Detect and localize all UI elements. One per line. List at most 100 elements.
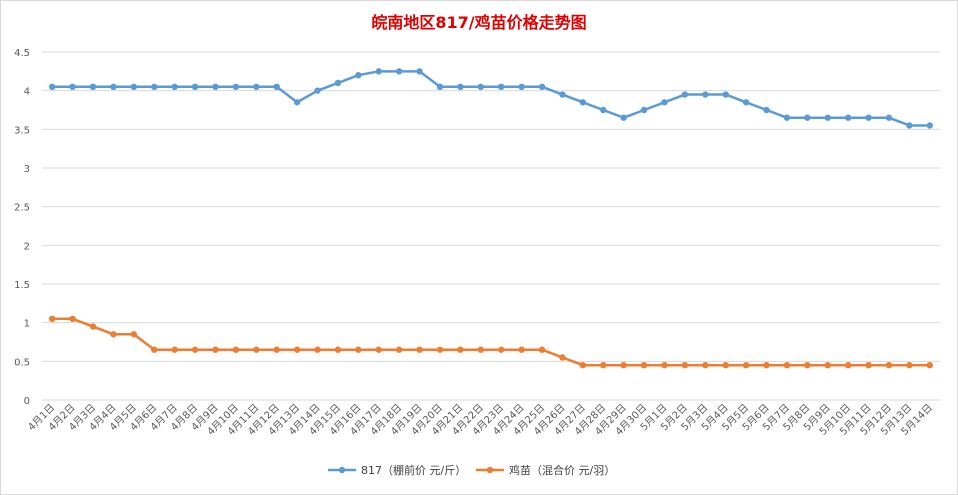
data-point: [681, 362, 689, 369]
data-point: [191, 346, 199, 353]
series-line: [52, 70, 930, 127]
y-tick-label: 1.5: [14, 280, 30, 291]
data-point: [804, 362, 811, 369]
data-point: [722, 91, 729, 98]
data-point: [681, 91, 689, 98]
data-point: [436, 346, 444, 353]
data-point: [783, 114, 791, 121]
data-point: [110, 331, 117, 338]
data-point: [906, 362, 913, 369]
data-point: [395, 68, 403, 75]
data-point: [844, 114, 852, 121]
gridlines: [42, 51, 940, 401]
data-point: [355, 346, 362, 353]
data-point: [395, 346, 403, 353]
data-point: [865, 114, 872, 121]
y-tick-label: 2.5: [14, 203, 30, 214]
data-point: [253, 83, 260, 91]
data-point: [477, 346, 484, 353]
y-tick-label: 3.5: [14, 125, 30, 136]
data-point: [906, 122, 913, 129]
legend-label: 817（棚前价 元/斤）: [361, 463, 466, 477]
data-point: [171, 83, 178, 91]
data-point: [110, 83, 117, 91]
data-point: [375, 346, 382, 353]
y-tick-label: 4: [24, 87, 30, 98]
data-point: [457, 83, 464, 91]
data-point: [253, 346, 260, 353]
data-point: [742, 362, 750, 369]
data-point: [742, 99, 750, 106]
data-point: [314, 87, 321, 94]
y-tick-label: 4.5: [14, 48, 30, 59]
data-point: [926, 122, 933, 129]
data-point: [702, 362, 709, 369]
series-1: [49, 68, 933, 129]
data-point: [640, 362, 648, 369]
data-point: [824, 114, 831, 121]
data-point: [273, 346, 280, 353]
data-point: [212, 83, 219, 91]
data-point: [416, 68, 423, 75]
data-point: [538, 83, 546, 91]
legend: 817（棚前价 元/斤） 鸡苗（混合价 元/羽）: [328, 463, 615, 477]
data-point: [702, 91, 709, 98]
series-2: [49, 315, 933, 369]
data-point: [232, 346, 240, 353]
data-point: [865, 362, 872, 369]
data-point: [191, 83, 199, 91]
y-tick-label: 2: [24, 241, 30, 252]
data-point: [212, 346, 219, 353]
y-tick-label: 3: [24, 164, 30, 175]
data-point: [640, 106, 648, 114]
data-point: [457, 346, 464, 353]
data-point: [559, 91, 566, 98]
y-axis-ticks: 0 0.5 1 1.5 2 2.5 3 3.5 4 4.5: [14, 48, 30, 407]
y-tick-label: 0: [24, 396, 30, 407]
data-point: [273, 83, 280, 91]
data-point: [293, 99, 301, 106]
y-tick-label: 1: [24, 319, 30, 330]
data-point: [518, 83, 525, 91]
data-point: [559, 354, 566, 361]
data-point: [885, 362, 893, 369]
data-point: [518, 346, 525, 353]
legend-item: 鸡苗（混合价 元/羽）: [476, 463, 615, 477]
data-point: [763, 362, 770, 369]
data-point: [926, 362, 933, 369]
data-point: [89, 83, 97, 91]
data-point: [89, 323, 97, 330]
data-point: [334, 79, 342, 87]
data-point: [477, 83, 484, 91]
data-point: [334, 346, 342, 353]
data-point: [130, 331, 138, 338]
data-point: [722, 362, 729, 369]
chart-title: 皖南地区817/鸡苗价格走势图: [371, 13, 586, 32]
data-point: [69, 315, 76, 322]
data-point: [69, 83, 76, 91]
data-point: [436, 83, 444, 91]
data-point: [232, 83, 240, 91]
data-point: [804, 114, 811, 121]
data-point: [600, 106, 607, 114]
series-group: [49, 68, 933, 369]
data-point: [661, 99, 668, 106]
data-point: [130, 83, 138, 91]
data-point: [151, 83, 158, 91]
legend-marker: [338, 466, 346, 474]
data-point: [293, 346, 301, 353]
data-point: [416, 346, 423, 353]
y-tick-label: 0.5: [14, 357, 30, 368]
data-point: [498, 346, 505, 353]
data-point: [355, 72, 362, 79]
data-point: [885, 114, 893, 121]
legend-label: 鸡苗（混合价 元/羽）: [509, 463, 615, 477]
legend-item: 817（棚前价 元/斤）: [328, 463, 466, 477]
data-point: [600, 362, 607, 369]
data-point: [620, 362, 627, 369]
data-point: [171, 346, 178, 353]
data-point: [49, 83, 56, 91]
